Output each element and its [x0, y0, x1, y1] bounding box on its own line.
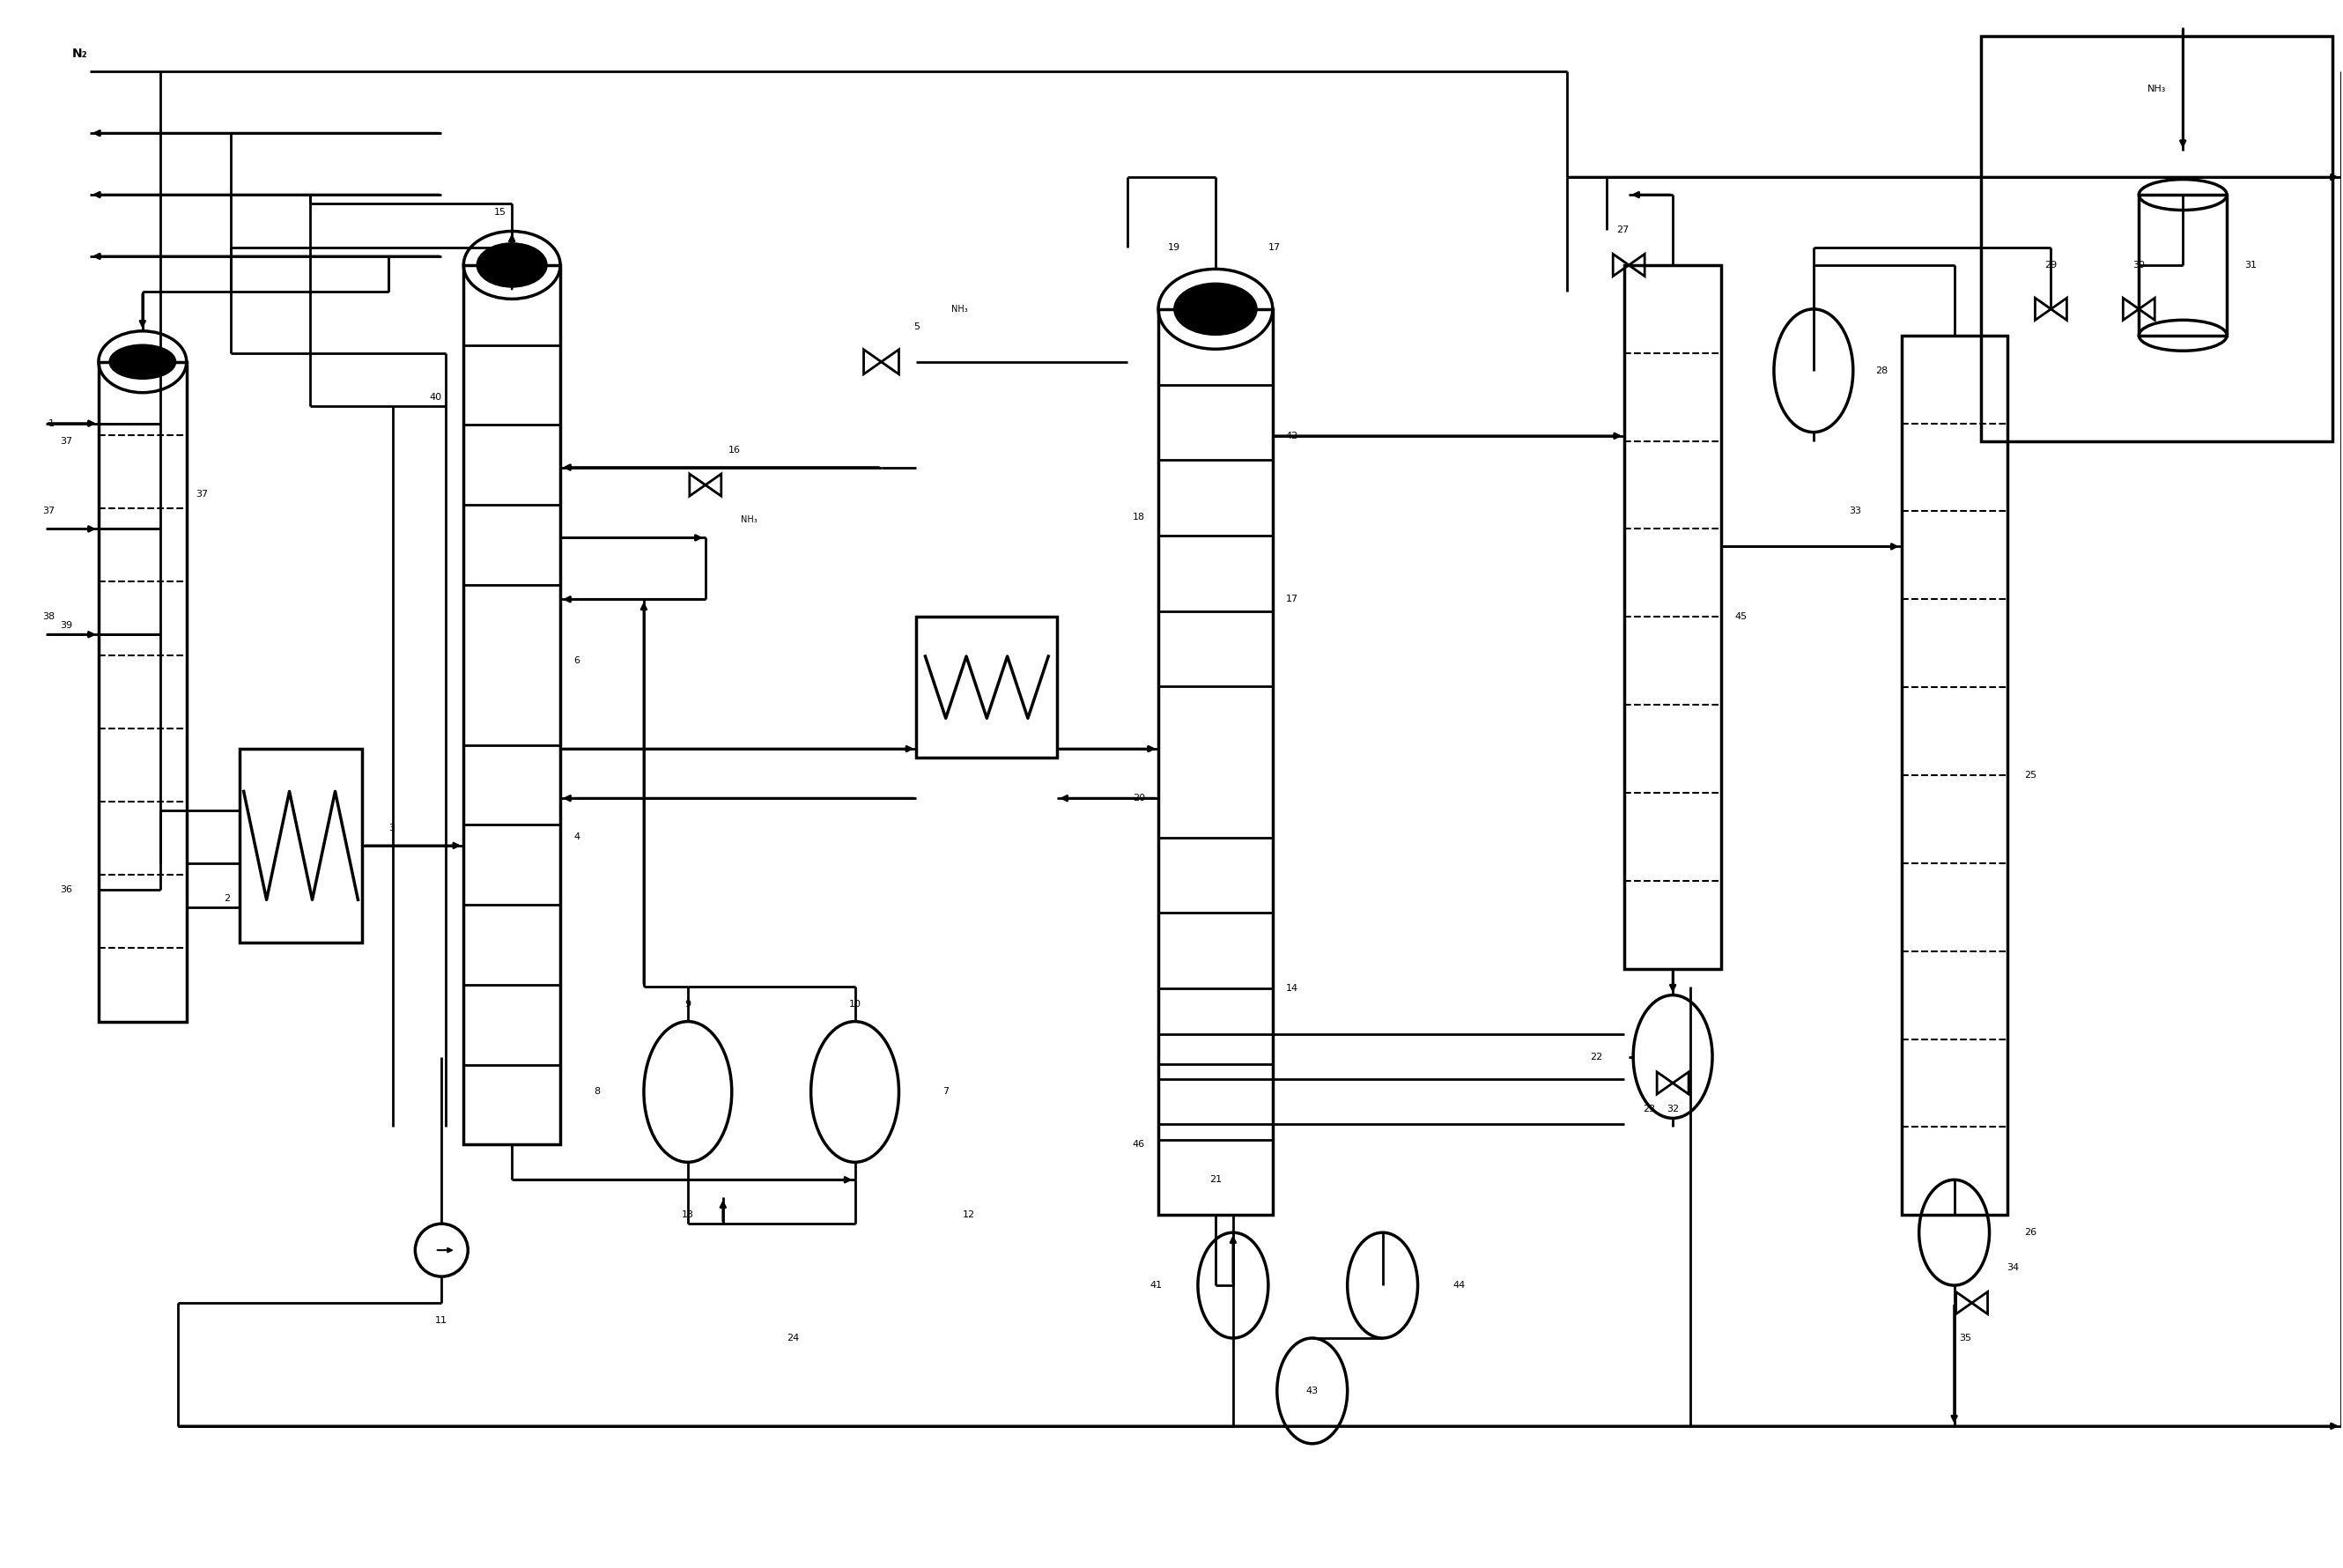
Text: 20: 20	[1132, 793, 1146, 803]
Text: 11: 11	[436, 1316, 448, 1325]
Text: 12: 12	[963, 1210, 975, 1220]
Text: 37: 37	[59, 436, 73, 445]
Text: 2: 2	[225, 894, 230, 903]
Text: 5: 5	[914, 323, 918, 331]
Text: 34: 34	[2008, 1264, 2020, 1272]
Text: 33: 33	[1849, 506, 1860, 516]
Bar	[1157, 309, 1272, 1215]
Bar	[1903, 336, 2008, 1215]
Text: 24: 24	[787, 1334, 799, 1342]
Text: 26: 26	[2024, 1228, 2036, 1237]
Text: 32: 32	[1666, 1105, 1680, 1113]
Text: NH₃: NH₃	[740, 516, 757, 525]
Ellipse shape	[1174, 284, 1256, 336]
Text: 42: 42	[1286, 431, 1298, 441]
Bar	[1980, 36, 2331, 441]
Text: 46: 46	[1132, 1140, 1146, 1149]
Text: 28: 28	[1874, 367, 1888, 375]
Text: 6: 6	[574, 657, 579, 665]
Text: 43: 43	[1305, 1386, 1319, 1396]
Text: 17: 17	[1268, 243, 1282, 252]
Text: 21: 21	[1209, 1176, 1221, 1184]
Bar	[464, 265, 560, 1145]
Text: 39: 39	[59, 621, 73, 630]
Text: 45: 45	[1734, 613, 1748, 621]
Text: 37: 37	[194, 489, 209, 499]
Text: 7: 7	[942, 1088, 949, 1096]
Text: NH₃: NH₃	[2146, 85, 2165, 94]
Text: 25: 25	[2024, 771, 2036, 779]
Text: 19: 19	[1167, 243, 1181, 252]
Text: 38: 38	[42, 613, 54, 621]
Text: 35: 35	[1959, 1334, 1973, 1342]
Bar	[1624, 265, 1722, 969]
Text: 40: 40	[429, 392, 440, 401]
Text: 15: 15	[494, 209, 506, 216]
Text: 9: 9	[684, 999, 691, 1008]
Text: 8: 8	[593, 1088, 600, 1096]
Text: 37: 37	[42, 506, 54, 516]
Text: NH₃: NH₃	[951, 304, 968, 314]
Text: 30: 30	[2132, 260, 2146, 270]
Ellipse shape	[110, 345, 176, 379]
Text: 13: 13	[682, 1210, 694, 1220]
Text: 3: 3	[389, 823, 396, 833]
Text: 17: 17	[1286, 594, 1298, 604]
Text: 22: 22	[1591, 1052, 1603, 1062]
Bar	[2139, 194, 2226, 336]
Text: 16: 16	[729, 445, 740, 455]
Text: 23: 23	[1642, 1105, 1654, 1113]
Ellipse shape	[478, 243, 546, 287]
Text: 44: 44	[1453, 1281, 1464, 1290]
Text: 4: 4	[574, 833, 579, 840]
Text: 14: 14	[1286, 985, 1298, 993]
Text: 10: 10	[848, 999, 862, 1008]
Bar	[239, 750, 363, 942]
Text: 36: 36	[61, 886, 73, 894]
Text: 41: 41	[1150, 1281, 1162, 1290]
Text: 29: 29	[2045, 260, 2057, 270]
Text: N₂: N₂	[73, 49, 87, 60]
Text: 1: 1	[49, 419, 54, 428]
Text: 31: 31	[2245, 260, 2256, 270]
Bar	[98, 362, 187, 1021]
Text: 18: 18	[1132, 513, 1146, 522]
Text: 27: 27	[1617, 226, 1628, 234]
Bar	[916, 616, 1057, 757]
